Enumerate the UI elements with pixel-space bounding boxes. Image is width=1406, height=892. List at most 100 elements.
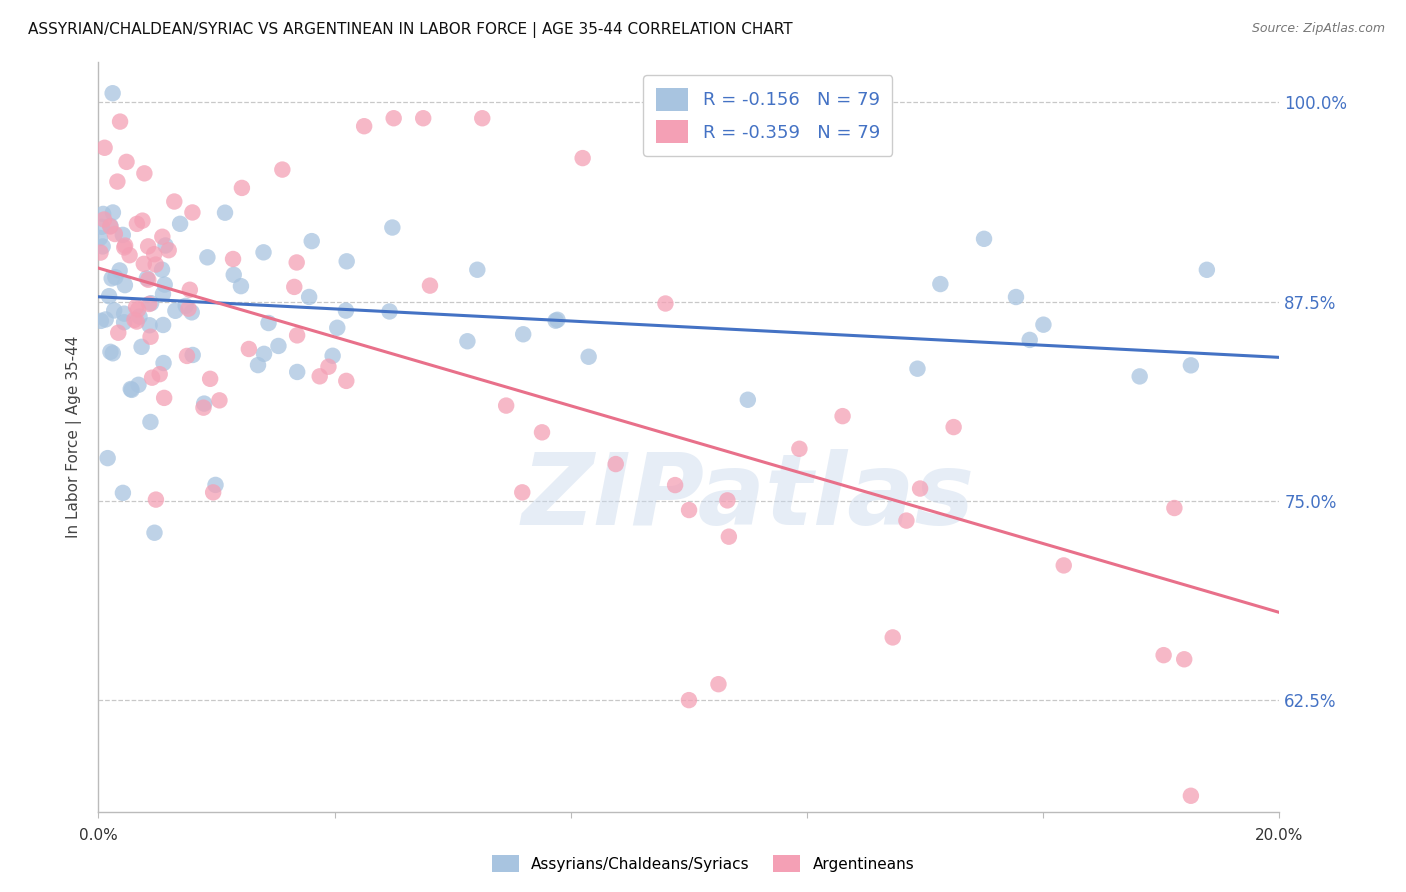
Point bbox=[100, 271, 122, 285]
Point bbox=[98, 289, 121, 303]
Point bbox=[335, 374, 357, 388]
Point bbox=[103, 303, 125, 318]
Point bbox=[929, 277, 952, 291]
Point bbox=[1163, 501, 1185, 516]
Point bbox=[253, 347, 276, 361]
Point bbox=[145, 258, 167, 272]
Point bbox=[115, 154, 138, 169]
Point bbox=[176, 349, 198, 363]
Point bbox=[1180, 359, 1202, 373]
Point bbox=[419, 278, 441, 293]
Point bbox=[678, 693, 700, 707]
Point bbox=[145, 492, 167, 507]
Point bbox=[1018, 333, 1040, 347]
Point bbox=[120, 382, 142, 396]
Text: 0.0%: 0.0% bbox=[79, 828, 118, 843]
Point bbox=[89, 245, 111, 260]
Point bbox=[654, 296, 676, 310]
Point bbox=[94, 312, 117, 326]
Point bbox=[238, 342, 260, 356]
Point bbox=[141, 370, 163, 384]
Point bbox=[381, 220, 404, 235]
Point bbox=[157, 244, 180, 258]
Point bbox=[716, 493, 738, 508]
Point bbox=[136, 239, 159, 253]
Point bbox=[134, 166, 156, 180]
Point bbox=[495, 399, 517, 413]
Point bbox=[104, 227, 127, 241]
Text: Source: ZipAtlas.com: Source: ZipAtlas.com bbox=[1251, 22, 1385, 36]
Point bbox=[204, 478, 226, 492]
Point bbox=[93, 141, 115, 155]
Point bbox=[152, 356, 174, 370]
Point bbox=[301, 234, 323, 248]
Point bbox=[285, 365, 308, 379]
Point bbox=[114, 278, 136, 293]
Point bbox=[177, 301, 200, 316]
Point bbox=[193, 396, 215, 410]
Point bbox=[1195, 262, 1218, 277]
Point bbox=[111, 227, 134, 242]
Point bbox=[546, 312, 568, 326]
Point bbox=[179, 283, 201, 297]
Point bbox=[180, 305, 202, 319]
Point bbox=[973, 232, 995, 246]
Point bbox=[707, 677, 730, 691]
Point bbox=[124, 313, 146, 327]
Point bbox=[222, 268, 245, 282]
Point bbox=[1032, 318, 1054, 332]
Y-axis label: In Labor Force | Age 35-44: In Labor Force | Age 35-44 bbox=[66, 336, 83, 538]
Point bbox=[90, 219, 112, 234]
Point bbox=[97, 451, 120, 466]
Point bbox=[214, 205, 236, 219]
Point bbox=[101, 87, 124, 101]
Point bbox=[1173, 652, 1195, 666]
Point bbox=[153, 391, 176, 405]
Point bbox=[208, 393, 231, 408]
Point bbox=[152, 286, 174, 301]
Point bbox=[605, 457, 627, 471]
Point bbox=[378, 304, 401, 318]
Point bbox=[143, 525, 166, 540]
Point bbox=[128, 377, 150, 392]
Point bbox=[125, 300, 148, 314]
Point bbox=[153, 277, 176, 292]
Point bbox=[112, 240, 135, 254]
Point bbox=[108, 263, 131, 277]
Point bbox=[197, 250, 219, 264]
Point bbox=[789, 442, 811, 456]
Point bbox=[132, 257, 155, 271]
Point bbox=[283, 280, 305, 294]
Point bbox=[100, 219, 122, 233]
Point bbox=[127, 302, 149, 317]
Point bbox=[1005, 290, 1028, 304]
Point bbox=[93, 212, 115, 227]
Point bbox=[108, 114, 131, 128]
Point bbox=[91, 207, 114, 221]
Text: ASSYRIAN/CHALDEAN/SYRIAC VS ARGENTINEAN IN LABOR FORCE | AGE 35-44 CORRELATION C: ASSYRIAN/CHALDEAN/SYRIAC VS ARGENTINEAN … bbox=[28, 22, 793, 38]
Point bbox=[125, 217, 148, 231]
Point bbox=[896, 514, 918, 528]
Point bbox=[382, 112, 405, 126]
Point bbox=[198, 372, 221, 386]
Point bbox=[229, 279, 252, 293]
Point bbox=[111, 486, 134, 500]
Point bbox=[285, 255, 308, 269]
Point bbox=[257, 316, 280, 330]
Point bbox=[107, 326, 129, 340]
Legend: Assyrians/Chaldeans/Syriacs, Argentineans: Assyrians/Chaldeans/Syriacs, Argentinean… bbox=[484, 847, 922, 880]
Point bbox=[118, 248, 141, 262]
Point bbox=[136, 273, 159, 287]
Point bbox=[231, 181, 253, 195]
Point bbox=[510, 485, 533, 500]
Point bbox=[252, 245, 274, 260]
Point bbox=[222, 252, 245, 266]
Point bbox=[181, 205, 204, 219]
Point bbox=[169, 217, 191, 231]
Point bbox=[152, 318, 174, 332]
Point bbox=[664, 478, 686, 492]
Point bbox=[578, 350, 600, 364]
Point bbox=[128, 310, 150, 324]
Point bbox=[114, 238, 136, 252]
Point bbox=[247, 358, 270, 372]
